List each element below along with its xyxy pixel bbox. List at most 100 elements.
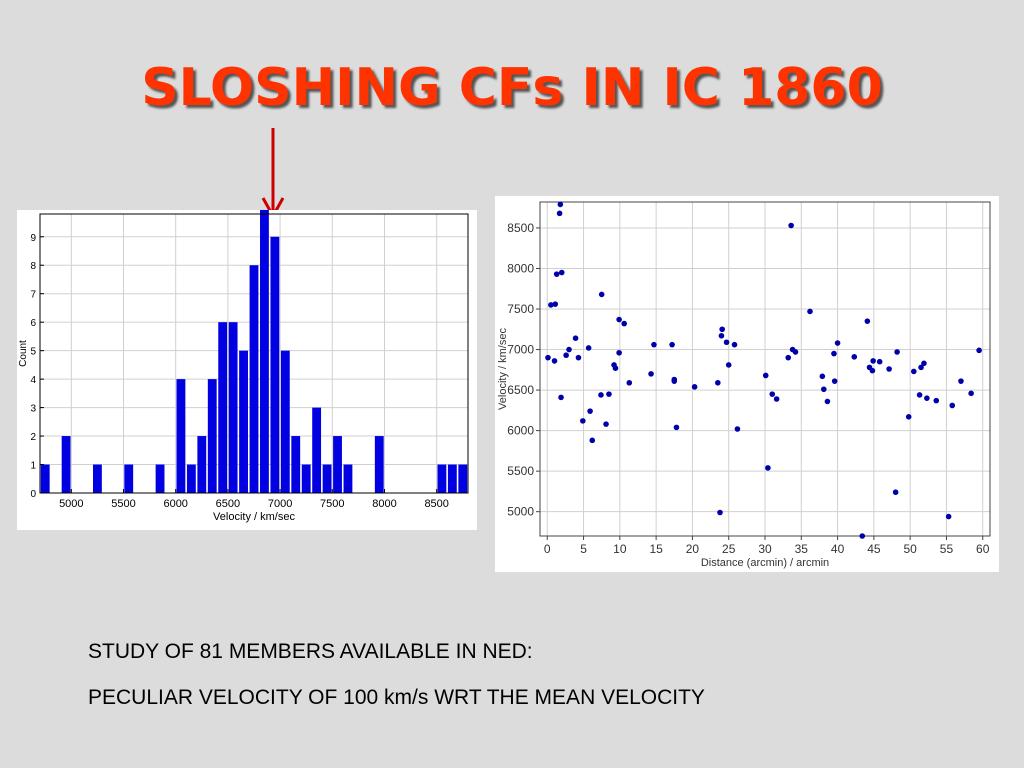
- x-tick-label: 5: [580, 542, 587, 556]
- scatter-point: [824, 398, 831, 405]
- y-tick-label: 8000: [507, 261, 534, 275]
- histogram-bar: [176, 379, 186, 493]
- y-tick-label: 6: [30, 318, 36, 329]
- y-tick-label: 8500: [507, 221, 534, 235]
- scatter-point: [551, 358, 558, 364]
- histogram-bar: [291, 436, 301, 493]
- slide-title: SLOSHING CFs IN IC 1860: [141, 58, 883, 118]
- histogram-bar: [249, 265, 259, 493]
- x-tick-label: 45: [867, 542, 881, 556]
- y-axis-label: Count: [18, 340, 29, 367]
- x-tick-label: 7500: [320, 498, 344, 510]
- scatter-point: [834, 340, 841, 346]
- histogram-bar: [228, 322, 238, 493]
- scatter-point: [831, 378, 838, 384]
- x-tick-label: 6000: [163, 498, 187, 510]
- x-tick-label: 40: [831, 542, 845, 556]
- x-tick-label: 5000: [59, 498, 83, 510]
- histogram-bar: [270, 236, 280, 493]
- scatter-point: [958, 378, 964, 384]
- y-tick-label: 1: [30, 461, 36, 472]
- scatter-point: [731, 341, 738, 348]
- y-tick-label: 7500: [507, 302, 534, 316]
- scatter-point: [566, 346, 572, 353]
- histogram-bar: [280, 350, 290, 493]
- scatter-point: [558, 269, 565, 276]
- scatter-point: [719, 326, 725, 333]
- scatter-point: [553, 271, 560, 277]
- scatter-point: [807, 308, 813, 315]
- caption-members: STUDY OF 81 MEMBERS AVAILABLE IN NED:: [88, 640, 533, 663]
- scatter-point: [585, 345, 592, 351]
- scatter-point: [765, 465, 771, 471]
- velocity-histogram: 5000 5500 6000 6500 7000 7500 8000 8500 0 1 2 3 4 5 6 7…: [18, 208, 469, 523]
- histogram-bar: [239, 350, 248, 493]
- histogram-bar: [374, 436, 384, 493]
- scatter-point: [869, 367, 876, 374]
- scatter-point: [910, 368, 917, 375]
- scatter-point: [603, 421, 609, 427]
- scatter-point: [612, 365, 619, 371]
- scatter-point: [587, 408, 593, 414]
- histogram-bar: [207, 379, 217, 493]
- scatter-point: [864, 318, 871, 324]
- scatter-point: [598, 291, 605, 298]
- y-axis-label: Velocity / km/sec: [497, 328, 509, 410]
- x-tick-label: 6500: [216, 498, 240, 510]
- y-tick-label: 8: [30, 261, 36, 272]
- histogram-bar: [437, 464, 447, 493]
- histogram-bar: [343, 464, 353, 493]
- scatter-point: [651, 341, 657, 348]
- scatter-point: [870, 358, 876, 364]
- plot-frame: [39, 213, 469, 494]
- x-axis-label: Velocity / km/sec: [213, 511, 295, 523]
- scatter-point: [626, 379, 633, 386]
- scatter-point: [788, 222, 794, 229]
- histogram-bar: [458, 464, 468, 493]
- x-axis-label: Distance (arcmin) / arcmin: [701, 557, 829, 569]
- x-tick-label: 10: [613, 542, 627, 556]
- scatter-point: [718, 332, 725, 339]
- x-tick-label: 15: [649, 542, 663, 556]
- caption-peculiar-velocity: PECULIAR VELOCITY OF 100 km/s WRT THE ME…: [88, 686, 705, 709]
- scatter-point: [773, 396, 780, 402]
- scatter-point: [715, 379, 721, 386]
- scatter-point: [598, 392, 604, 398]
- scatter-point: [859, 533, 866, 539]
- scatter-point: [876, 358, 883, 365]
- scatter-point: [851, 354, 858, 360]
- scatter-point: [671, 378, 678, 384]
- y-tick-label: 6500: [507, 383, 534, 397]
- velocity-distance-scatter: 0 5 10 15 20 25 30 35 40 45 50 55 60 5000 5500 6000 6500…: [497, 201, 991, 569]
- scatter-point: [905, 414, 912, 420]
- scatter-point: [669, 341, 675, 348]
- scatter-point: [621, 320, 627, 327]
- y-tick-label: 2: [30, 432, 36, 443]
- scatter-point: [717, 509, 723, 516]
- scatter-point: [616, 349, 622, 356]
- histogram-bar: [186, 464, 196, 493]
- x-tick-label: 5500: [111, 498, 135, 510]
- x-tick-label: 8500: [424, 498, 448, 510]
- scatter-point: [723, 339, 730, 346]
- histogram-bar: [447, 464, 457, 493]
- histogram-bar: [197, 436, 207, 493]
- histogram-bar: [92, 464, 102, 493]
- scatter-point: [792, 349, 799, 355]
- x-tick-label: 30: [758, 542, 772, 556]
- x-tick-label: 35: [795, 542, 809, 556]
- histogram-bar: [260, 208, 269, 493]
- scatter-point: [725, 362, 732, 368]
- scatter-point: [762, 372, 769, 379]
- histogram-bar: [312, 407, 322, 493]
- histogram-bar: [155, 464, 165, 493]
- scatter-point: [924, 395, 930, 401]
- scatter-point: [933, 397, 940, 404]
- x-tick-label: 60: [976, 542, 990, 556]
- velocity-distance-scatter-panel: 0 5 10 15 20 25 30 35 40 45 50 55 60 5000 5500 6000 6500…: [495, 196, 999, 572]
- histogram-bar: [301, 464, 311, 493]
- x-tick-label: 20: [686, 542, 700, 556]
- y-tick-label: 7000: [507, 343, 534, 357]
- scatter-point: [921, 360, 927, 367]
- x-tick-label: 50: [903, 542, 917, 556]
